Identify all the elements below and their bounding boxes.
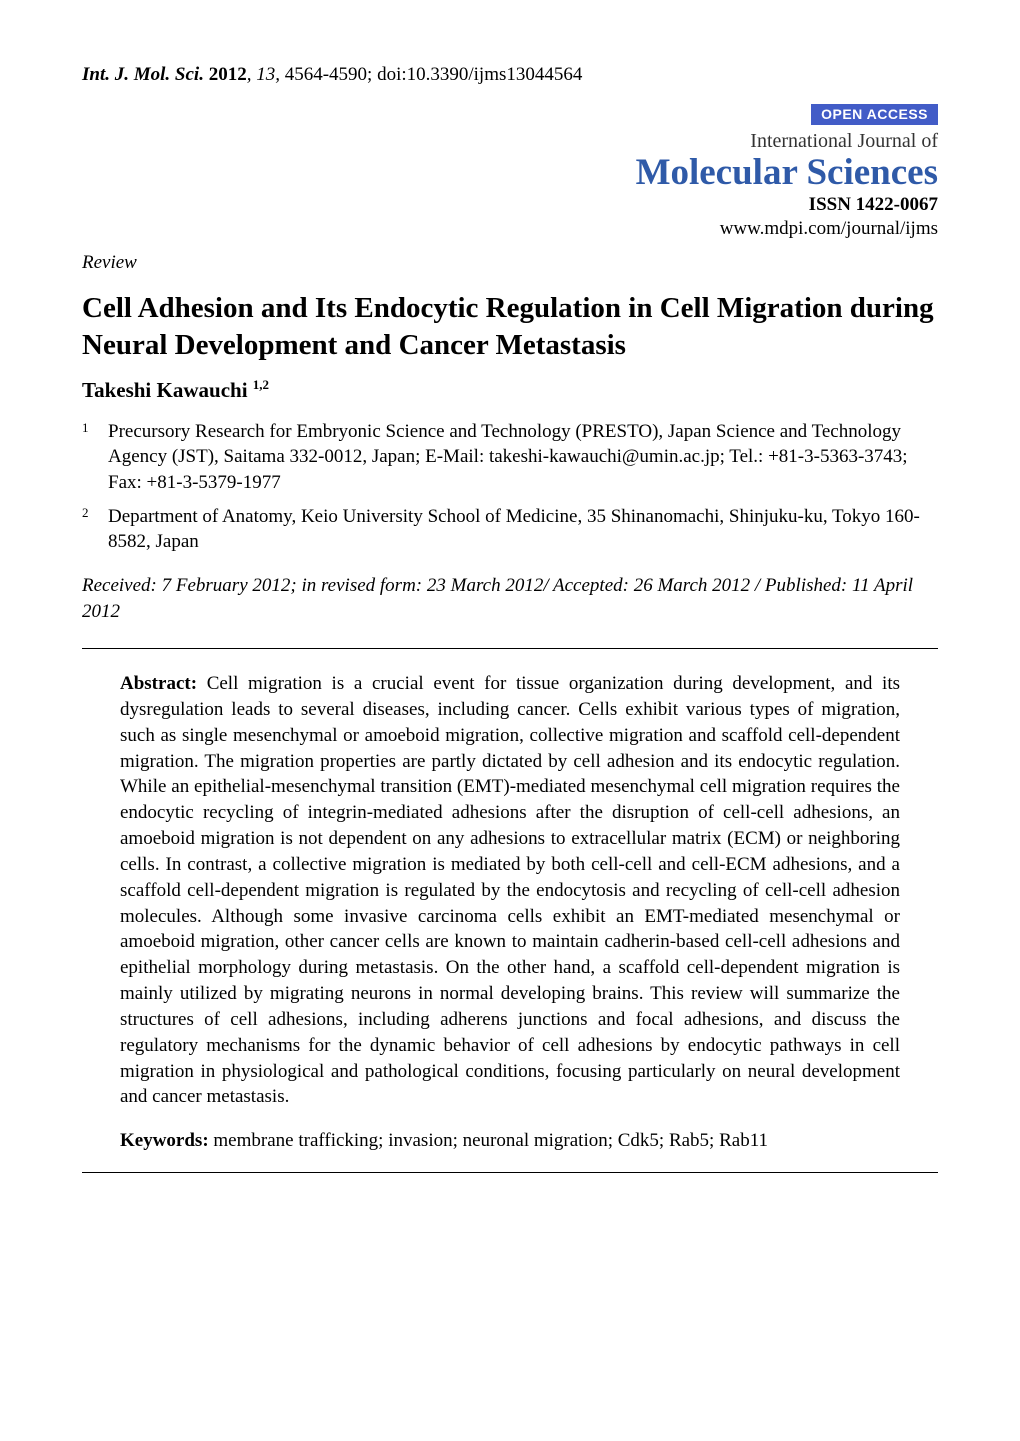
running-header: Int. J. Mol. Sci. 2012, 13, 4564-4590; d… — [82, 62, 938, 88]
header-year: 2012 — [209, 64, 247, 85]
author-affiliation-marks: 1,2 — [253, 377, 269, 392]
masthead: OPEN ACCESS International Journal of Mol… — [82, 102, 938, 241]
masthead-issn: ISSN 1422-0067 — [82, 193, 938, 217]
keywords-label: Keywords: — [120, 1130, 209, 1151]
affiliations-list: 1 Precursory Research for Embryonic Scie… — [82, 419, 938, 555]
author-name: Takeshi Kawauchi — [82, 378, 248, 402]
horizontal-rule — [82, 1172, 938, 1173]
open-access-badge: OPEN ACCESS — [811, 104, 938, 126]
header-doi: doi:10.3390/ijms13044564 — [377, 64, 582, 85]
article-type: Review — [82, 250, 938, 276]
keywords-text: membrane trafficking; invasion; neuronal… — [213, 1130, 768, 1151]
affiliation-text: Precursory Research for Embryonic Scienc… — [108, 421, 908, 493]
article-title: Cell Adhesion and Its Endocytic Regulati… — [82, 290, 938, 364]
affiliation-number: 2 — [82, 504, 89, 522]
masthead-url: www.mdpi.com/journal/ijms — [82, 217, 938, 241]
abstract-label: Abstract: — [120, 673, 197, 694]
horizontal-rule — [82, 648, 938, 649]
affiliation-number: 1 — [82, 419, 89, 437]
article-dates: Received: 7 February 2012; in revised fo… — [82, 573, 938, 624]
masthead-journal-name: Molecular Sciences — [82, 154, 938, 193]
affiliation-text: Department of Anatomy, Keio University S… — [108, 506, 920, 553]
abstract: Abstract: Cell migration is a crucial ev… — [120, 671, 900, 1110]
header-volume: 13 — [256, 64, 275, 85]
masthead-line1: International Journal of — [82, 129, 938, 154]
abstract-text: Cell migration is a crucial event for ti… — [120, 673, 900, 1107]
journal-abbrev: Int. J. Mol. Sci. — [82, 64, 204, 85]
authors: Takeshi Kawauchi 1,2 — [82, 376, 938, 404]
affiliation-item: 1 Precursory Research for Embryonic Scie… — [82, 419, 938, 496]
keywords: Keywords: membrane trafficking; invasion… — [120, 1128, 900, 1154]
affiliation-item: 2 Department of Anatomy, Keio University… — [82, 504, 938, 555]
header-pages: 4564-4590; — [285, 64, 373, 85]
